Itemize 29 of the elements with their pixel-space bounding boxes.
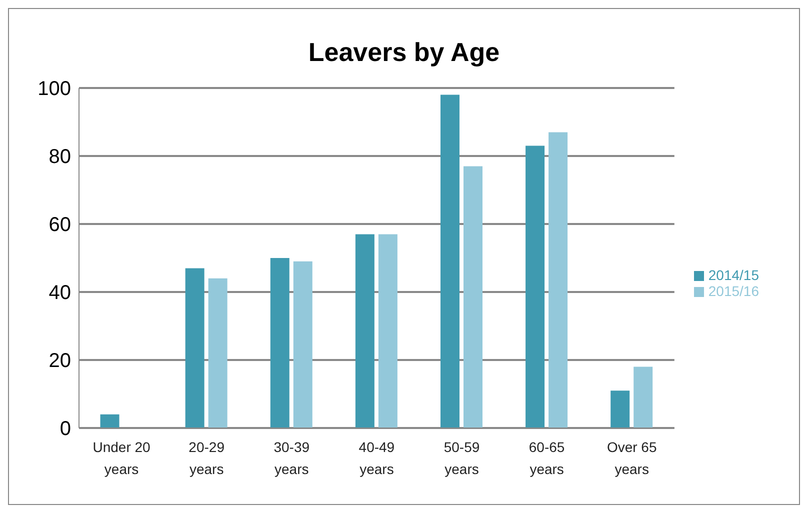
bar — [293, 261, 312, 428]
bar — [100, 414, 120, 428]
x-tick-label: Under 20 years — [92, 438, 151, 477]
x-tick-label: Over 65 years — [606, 438, 657, 477]
bar — [440, 94, 460, 428]
x-tick-label: 50-59 years — [444, 438, 480, 477]
x-tick-label: 60-65 years — [528, 438, 565, 477]
y-tick-label: 100 — [38, 78, 71, 100]
bar — [634, 366, 653, 428]
y-tick-label: 0 — [60, 418, 71, 440]
y-tick-label: 80 — [48, 146, 71, 168]
chart-title: Leavers by Age — [307, 37, 501, 68]
bar — [548, 132, 568, 428]
y-tick-label: 60 — [48, 214, 71, 236]
y-tick-label: 40 — [48, 282, 71, 304]
bar — [610, 390, 630, 428]
bar — [526, 146, 545, 428]
legend-label: 2014/15 — [708, 267, 759, 283]
bar — [463, 166, 482, 428]
y-tick-label: 20 — [48, 350, 71, 372]
bar — [355, 234, 374, 428]
x-tick-label: 20-29 years — [188, 438, 225, 477]
x-tick-label: 30-39 years — [274, 438, 310, 477]
bar — [185, 268, 204, 428]
x-tick-label: 40-49 years — [358, 438, 395, 477]
bar — [270, 258, 290, 428]
bar — [208, 278, 228, 428]
legend-label: 2015/16 — [708, 283, 759, 299]
bar — [378, 234, 398, 428]
